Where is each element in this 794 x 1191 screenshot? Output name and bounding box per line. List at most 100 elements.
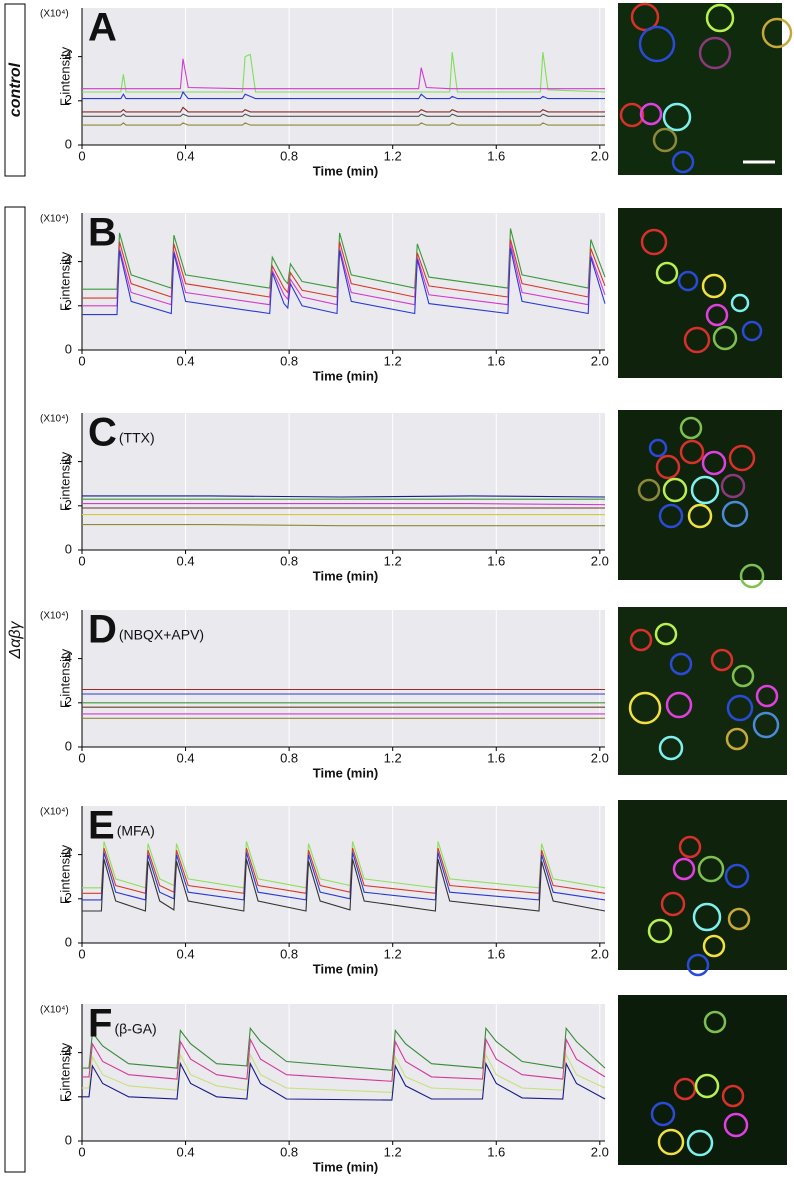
x-tick-label: 0.8 <box>280 750 298 765</box>
panel-letter: B <box>88 211 117 255</box>
y-tick-label: 0 <box>65 341 72 356</box>
x-axis-label: Time (min) <box>313 765 379 780</box>
plot-area <box>82 213 605 350</box>
x-tick-label: 1.2 <box>384 353 402 368</box>
trace <box>82 1037 606 1082</box>
plot-area <box>82 8 605 145</box>
x-tick-label: 0.4 <box>177 353 195 368</box>
y-tick-label: 0 <box>65 934 72 949</box>
y-tick-label: 2 <box>65 1088 72 1103</box>
y-axis-label: F intensity <box>57 844 72 904</box>
plot-area <box>82 806 605 943</box>
x-tick-label: 1.2 <box>384 946 402 961</box>
y-tick-label: 4 <box>65 846 72 861</box>
x-tick-label: 0.4 <box>177 946 195 961</box>
y-unit: (X10⁴) <box>40 1005 69 1016</box>
trace <box>82 90 605 100</box>
y-tick-label: 0 <box>65 541 72 556</box>
x-axis-label: Time (min) <box>313 163 379 178</box>
trace <box>82 106 605 113</box>
x-tick-label: 2.0 <box>591 353 609 368</box>
trace <box>82 858 606 912</box>
x-tick-label: 1.6 <box>487 1144 505 1159</box>
roi-image <box>618 410 782 589</box>
y-tick-label: 2 <box>65 890 72 905</box>
panel-condition: (TTX) <box>119 430 155 446</box>
x-tick-label: 1.2 <box>384 750 402 765</box>
y-tick-label: 4 <box>65 650 72 665</box>
x-tick-label: 1.6 <box>487 750 505 765</box>
x-tick-label: 0.8 <box>280 353 298 368</box>
x-axis-label: Time (min) <box>313 961 379 976</box>
trace <box>82 495 606 498</box>
panel-letter: C <box>88 411 117 455</box>
x-tick-label: 2.0 <box>591 750 609 765</box>
x-tick-label: 0.4 <box>177 750 195 765</box>
trace <box>82 1026 606 1071</box>
y-tick-label: 4 <box>65 453 72 468</box>
y-axis-label: F intensity <box>57 648 72 708</box>
trace <box>82 248 606 316</box>
x-tick-label: 0.8 <box>280 553 298 568</box>
y-tick-label: 2 <box>65 497 72 512</box>
trace <box>82 122 605 126</box>
side-box <box>4 3 26 177</box>
x-tick-label: 2.0 <box>591 553 609 568</box>
x-tick-label: 1.6 <box>487 353 505 368</box>
y-tick-label: 0 <box>65 1132 72 1147</box>
x-tick-label: 0.8 <box>280 1144 298 1159</box>
roi-image <box>618 800 787 977</box>
panel-letter: A <box>88 6 117 50</box>
x-tick-label: 0 <box>78 946 85 961</box>
x-tick-label: 1.2 <box>384 1144 402 1159</box>
trace <box>82 52 606 93</box>
panel-letter: E <box>88 804 115 848</box>
trace <box>82 58 605 90</box>
x-tick-label: 0.4 <box>177 148 195 163</box>
y-unit: (X10⁴) <box>40 414 69 425</box>
trace <box>82 524 605 527</box>
trace <box>82 503 606 506</box>
panel-condition: (NBQX+APV) <box>119 627 204 643</box>
y-tick-label: 4 <box>65 1044 72 1059</box>
y-axis-label: F intensity <box>57 46 72 106</box>
x-tick-label: 2.0 <box>591 148 609 163</box>
y-unit: (X10⁴) <box>40 611 69 622</box>
panel-condition: (MFA) <box>117 823 155 839</box>
x-tick-label: 0 <box>78 1144 85 1159</box>
trace <box>82 1052 606 1093</box>
roi-image <box>618 208 782 378</box>
y-unit: (X10⁴) <box>40 807 69 818</box>
y-unit: (X10⁴) <box>40 9 69 20</box>
x-tick-label: 0.8 <box>280 148 298 163</box>
side-label: Δαβγ <box>7 621 24 660</box>
plot-area <box>82 1004 605 1141</box>
x-axis-label: Time (min) <box>313 368 379 383</box>
x-tick-label: 1.2 <box>384 553 402 568</box>
y-tick-label: 0 <box>65 136 72 151</box>
x-tick-label: 0 <box>78 553 85 568</box>
x-tick-label: 0 <box>78 148 85 163</box>
x-tick-label: 0.4 <box>177 553 195 568</box>
trace <box>82 1061 606 1101</box>
y-axis-label: F intensity <box>57 251 72 311</box>
x-tick-label: 0.4 <box>177 1144 195 1159</box>
y-tick-label: 4 <box>65 48 72 63</box>
y-tick-label: 2 <box>65 694 72 709</box>
x-tick-label: 0.8 <box>280 946 298 961</box>
plot-area <box>82 610 605 747</box>
panel-condition: (β-GA) <box>114 1021 156 1037</box>
side-box <box>4 206 26 1173</box>
x-tick-label: 1.6 <box>487 946 505 961</box>
x-tick-label: 2.0 <box>591 1144 609 1159</box>
trace <box>82 113 605 117</box>
y-tick-label: 2 <box>65 92 72 107</box>
plot-area <box>82 413 605 550</box>
roi-image <box>618 2 793 175</box>
x-axis-label: Time (min) <box>313 1159 379 1174</box>
y-tick-label: 2 <box>65 297 72 312</box>
x-axis-label: Time (min) <box>313 568 379 583</box>
x-tick-label: 0 <box>78 750 85 765</box>
panel-letter: D <box>88 608 117 652</box>
